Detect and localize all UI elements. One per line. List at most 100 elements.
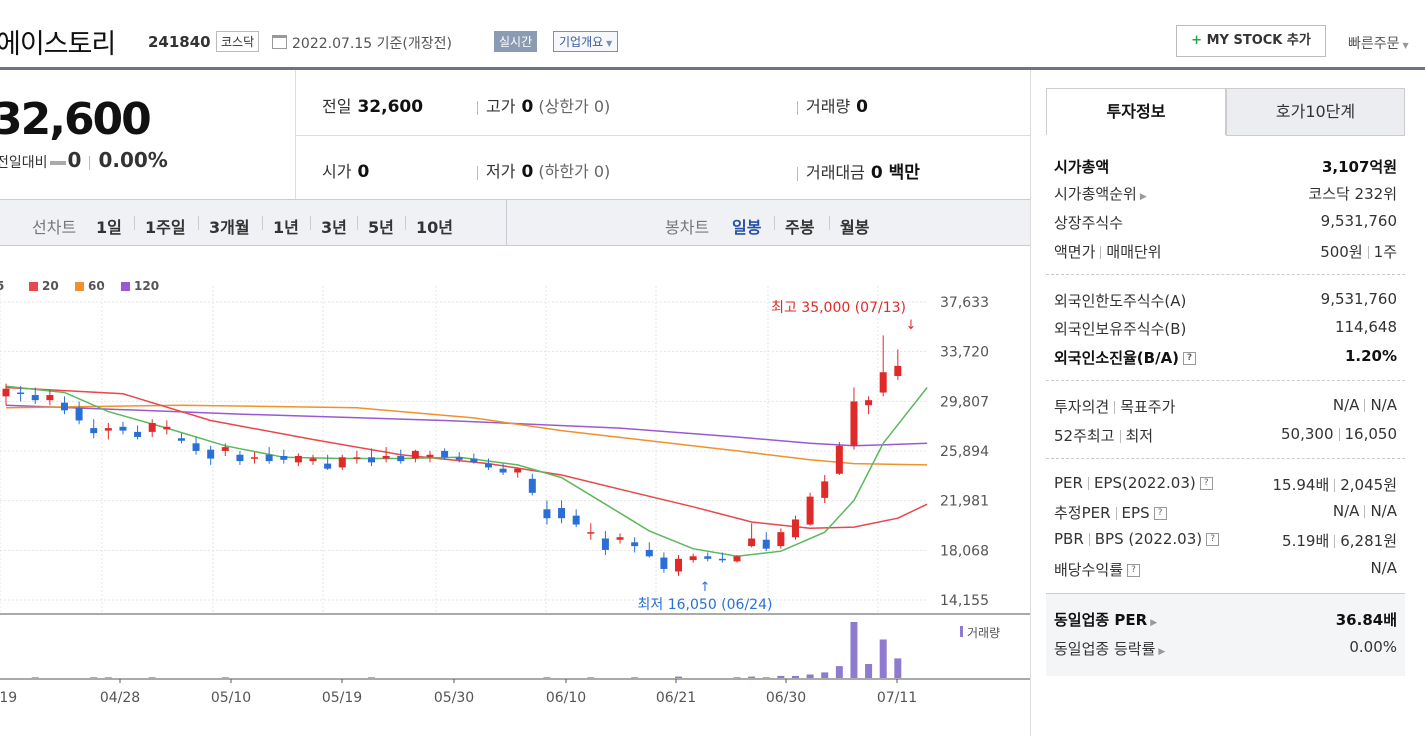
header-divider bbox=[0, 67, 1425, 70]
period-1d[interactable]: 1일 bbox=[96, 218, 122, 237]
amount-label: 거래대금 bbox=[806, 163, 865, 182]
candle-down bbox=[17, 392, 25, 395]
opinion-row: 투자의견 목표주가 N/A N/A bbox=[1054, 396, 1397, 420]
volume-bar bbox=[148, 677, 156, 678]
amount-value: 0 백만 bbox=[870, 163, 920, 183]
sector-per-label: 동일업종 PER bbox=[1054, 611, 1148, 629]
divider bbox=[1046, 274, 1405, 275]
volume-bar bbox=[748, 676, 756, 678]
period-1w[interactable]: 1주일 bbox=[145, 218, 186, 237]
sector-per-value: 36.84배 bbox=[1335, 611, 1397, 629]
legend-ma5: 5 bbox=[0, 279, 4, 293]
chevron-right-icon: ▶ bbox=[1139, 192, 1147, 202]
volume-legend-swatch bbox=[960, 626, 963, 637]
prev-close-label: 전일 bbox=[322, 97, 352, 116]
arrow-down-icon: ↓ bbox=[906, 318, 917, 333]
divider bbox=[1046, 593, 1405, 594]
divider bbox=[1088, 533, 1090, 546]
volume-bar bbox=[543, 677, 551, 678]
divider bbox=[134, 216, 135, 230]
sector-rate-row[interactable]: 동일업종 등락률 ▶ 0.00% bbox=[1054, 638, 1397, 662]
divider bbox=[797, 100, 798, 115]
tab-hoga[interactable]: 호가10단계 bbox=[1226, 88, 1405, 136]
volume-bar bbox=[90, 677, 98, 678]
help-icon[interactable]: ? bbox=[1199, 477, 1213, 490]
realtime-button[interactable]: 실시간 bbox=[494, 31, 538, 52]
volume-bar bbox=[587, 677, 595, 678]
candle-monthly[interactable]: 월봉 bbox=[840, 218, 870, 237]
chart-grid bbox=[0, 286, 1030, 680]
x-axis-labels: 04/19 04/28 05/10 05/19 05/30 06/10 06/21 06/30… bbox=[0, 679, 917, 706]
volume-bar bbox=[777, 675, 785, 678]
volume-bar bbox=[368, 677, 375, 678]
candle-down bbox=[280, 456, 288, 460]
period-1y[interactable]: 1년 bbox=[273, 218, 299, 237]
x-tick-label: 06/30 bbox=[766, 690, 806, 706]
eps-value: 2,045원 bbox=[1340, 476, 1397, 494]
volume-bar bbox=[104, 677, 112, 678]
per-row: PER EPS(2022.03)? 15.94배 2,045원 bbox=[1054, 474, 1397, 498]
period-3m[interactable]: 3개월 bbox=[209, 218, 250, 237]
rank-value: 코스닥 232위 bbox=[1308, 185, 1397, 203]
candle-weekly[interactable]: 주봉 bbox=[785, 218, 815, 237]
candle-up bbox=[733, 556, 741, 562]
week52-row: 52주최고 최저 50,300 16,050 bbox=[1054, 425, 1397, 449]
foreign-limit-value: 9,531,760 bbox=[1320, 290, 1397, 308]
help-icon[interactable]: ? bbox=[1206, 533, 1220, 546]
market-badge: 코스닥 bbox=[216, 31, 260, 52]
period-10y[interactable]: 10년 bbox=[416, 218, 453, 237]
help-icon[interactable]: ? bbox=[1127, 564, 1141, 577]
foreign-limit-row: 외국인한도주식수(A) 9,531,760 bbox=[1054, 290, 1397, 314]
candle-up bbox=[850, 401, 858, 446]
candle-up bbox=[514, 468, 522, 473]
moving-averages bbox=[5, 385, 928, 558]
candle-up bbox=[865, 400, 873, 406]
x-tick-label: 04/28 bbox=[100, 690, 140, 706]
foreign-hold-row: 외국인보유주식수(B) 114,648 bbox=[1054, 318, 1397, 342]
period-5y[interactable]: 5년 bbox=[368, 218, 394, 237]
candle-daily[interactable]: 일봉 bbox=[732, 218, 762, 237]
market-cap-label: 시가총액 bbox=[1054, 158, 1110, 176]
candle-up bbox=[879, 372, 887, 393]
divider bbox=[1364, 505, 1366, 518]
candle-up bbox=[104, 428, 112, 431]
legend-ma60: 60 bbox=[75, 279, 105, 293]
candle-down bbox=[397, 456, 405, 462]
stock-code: 241840 bbox=[148, 33, 211, 51]
volume-legend-label: 거래량 bbox=[967, 626, 1000, 640]
volume-bar bbox=[865, 664, 873, 678]
period-3y[interactable]: 3년 bbox=[321, 218, 347, 237]
market-cap-row: 시가총액 3,107억원 bbox=[1054, 156, 1397, 180]
price-chart[interactable]: 37,633 33,720 29,807 25,894 21,981 18,068 14,1… bbox=[0, 246, 1030, 736]
candle-down bbox=[499, 468, 507, 473]
help-icon[interactable]: ? bbox=[1153, 507, 1167, 520]
candle-down bbox=[236, 454, 244, 462]
volume-label: 거래량 bbox=[806, 97, 851, 116]
rank-label: 시가총액순위 bbox=[1054, 185, 1137, 203]
calendar-icon bbox=[272, 35, 287, 49]
dividend-label: 배당수익률 bbox=[1054, 561, 1124, 579]
sector-per-row[interactable]: 동일업종 PER ▶ 36.84배 bbox=[1054, 609, 1397, 633]
candle-down bbox=[572, 515, 580, 525]
quick-order-dropdown[interactable]: 빠른주문 ▼ bbox=[1348, 33, 1409, 53]
tab-invest-info[interactable]: 투자정보 bbox=[1046, 88, 1226, 136]
unit-value: 1주 bbox=[1373, 243, 1397, 261]
add-mystock-button[interactable]: + MY STOCK 추가 bbox=[1176, 25, 1326, 57]
candle-down bbox=[528, 478, 536, 493]
pbr-label: PBR bbox=[1054, 530, 1084, 548]
divider bbox=[797, 166, 798, 181]
trade-amount: 거래대금 0 백만 bbox=[797, 158, 920, 183]
divider bbox=[1367, 246, 1369, 259]
chart-period-bar: 선차트 1일 1주일 3개월 1년 3년 5년 10년 봉차트 일봉 주봉 월봉 bbox=[0, 199, 1030, 246]
market-cap-rank-row[interactable]: 시가총액순위 ▶ 코스닥 232위 bbox=[1054, 183, 1397, 207]
help-icon[interactable]: ? bbox=[1183, 352, 1197, 365]
low-price: 저가 0 (하한가 0) bbox=[477, 158, 610, 182]
x-tick-label: 07/11 bbox=[877, 690, 917, 706]
foreign-ratio-value: 1.20% bbox=[1344, 347, 1397, 365]
candle-down bbox=[558, 508, 566, 519]
candle-down bbox=[645, 549, 653, 557]
prev-close: 전일 32,600 bbox=[322, 93, 423, 117]
low-value: 0 bbox=[521, 162, 534, 182]
divider bbox=[295, 70, 296, 199]
corp-overview-dropdown[interactable]: 기업개요 ▼ bbox=[553, 31, 619, 52]
